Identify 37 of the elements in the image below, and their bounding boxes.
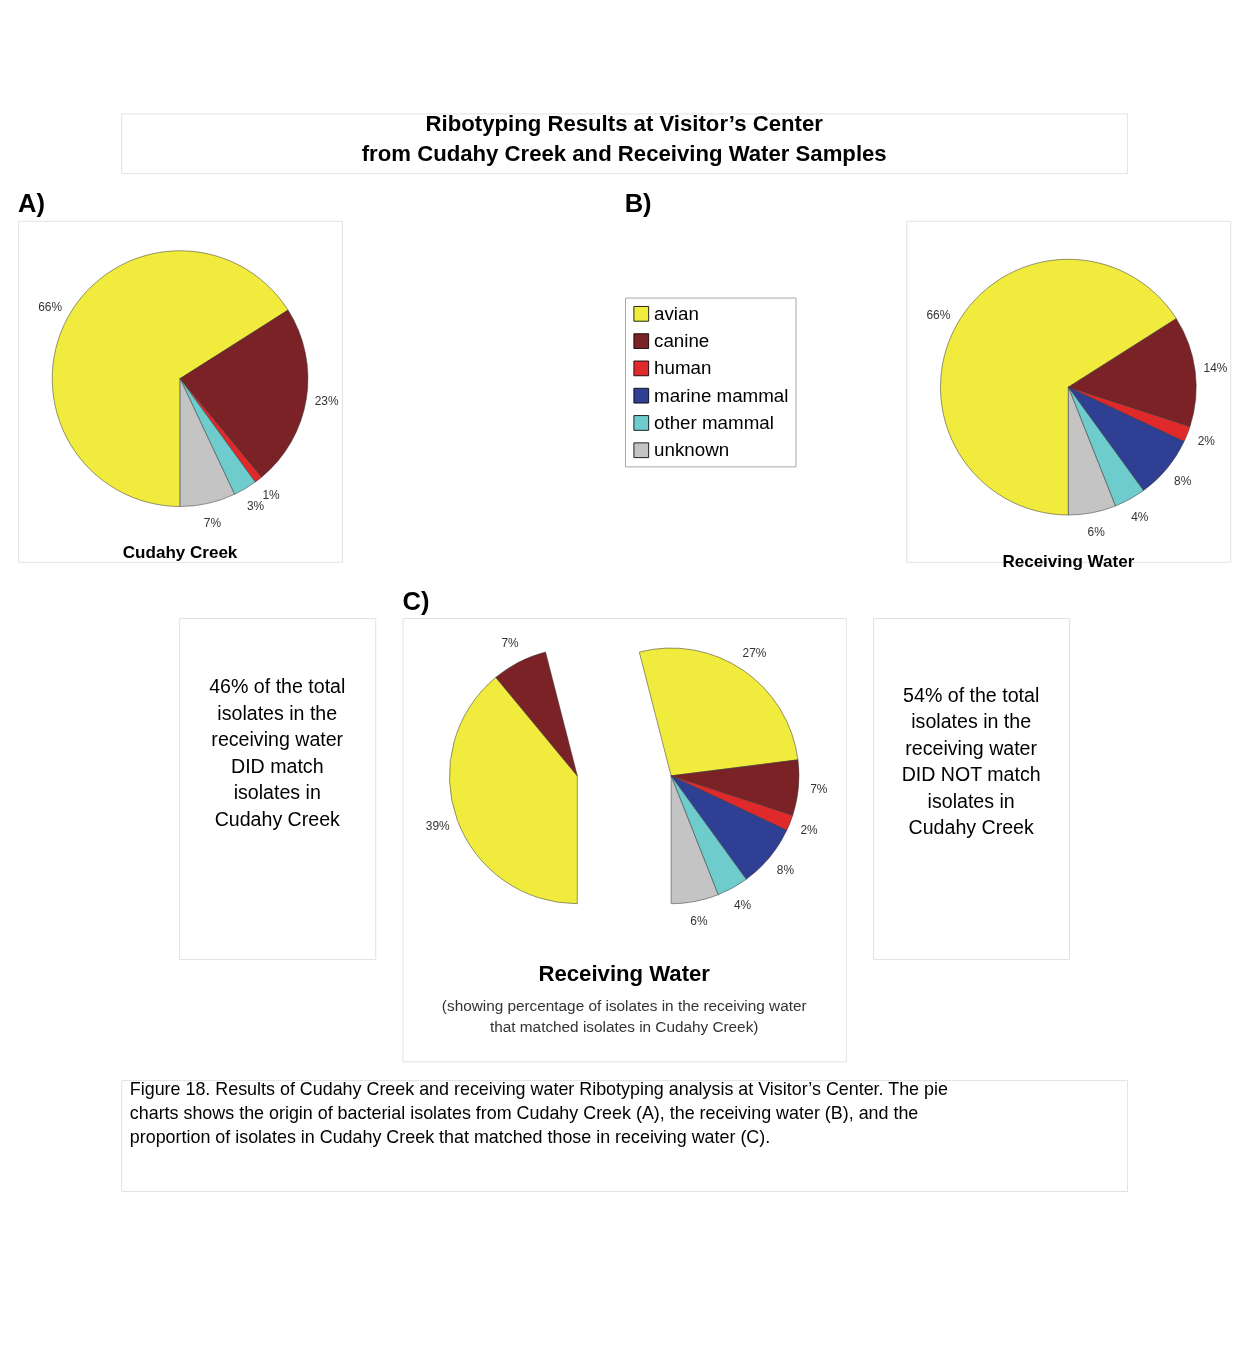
text: from Cudahy Creek and Receiving Water Samples [361,141,887,167]
data-label: 1% [262,488,281,503]
chart-title: C) [402,586,430,615]
data-label: 66% [38,299,63,314]
data-label: 2% [1197,434,1216,449]
caption: Figure 18. Results of Cudahy Creek and receiving water Ribotyping analysis at Visitor’s Center. The pie charts shows the origin of bacterial isolates from Cudahy Creek (A), the receiving water (B), and the proportion of isolates in Cudahy Creek that matched those in receiving water (C). [129,1078,948,1148]
legend-label: canine [654,330,710,352]
text: Cudahy Creek [122,543,238,563]
data-label: 8% [1174,474,1192,489]
text: Receiving Water [538,961,711,987]
legend-label: other mammal [654,411,774,433]
chart-title: B) [624,189,652,218]
text: (showing percentage of isolates in the receiving water that matched isolates in Cudahy Creek) [441,997,807,1036]
legend-label: avian [654,302,699,324]
data-label: 23% [314,394,339,409]
data-label: 4% [1131,509,1149,524]
chart-title: A) [18,189,46,218]
data-label: 27% [742,645,767,660]
data-label: 39% [425,818,451,833]
legend-label: human [654,357,712,379]
text: Ribotyping Results at Visitor’s Center [425,111,823,137]
data-label: 7% [810,782,828,797]
data-label: 14% [1203,360,1228,375]
data-label: 66% [926,308,951,323]
data-label: 2% [800,822,819,837]
data-label: 8% [776,862,795,877]
legend-label: unknown [654,439,730,461]
data-label: 4% [733,898,752,913]
data-label: 6% [1087,525,1106,540]
text: Receiving Water [1002,552,1135,572]
data-label: 6% [690,913,708,928]
data-label: 3% [246,498,265,513]
text: 46% of the total isolates in the receiving water DID match isolates in Cudahy Creek [209,675,346,830]
text: 54% of the total isolates in the receiving water DID NOT match isolates in Cudahy Creek [901,683,1041,839]
data-label: 7% [203,515,222,530]
data-label: 7% [501,636,519,651]
legend-label: marine mammal [654,384,789,406]
